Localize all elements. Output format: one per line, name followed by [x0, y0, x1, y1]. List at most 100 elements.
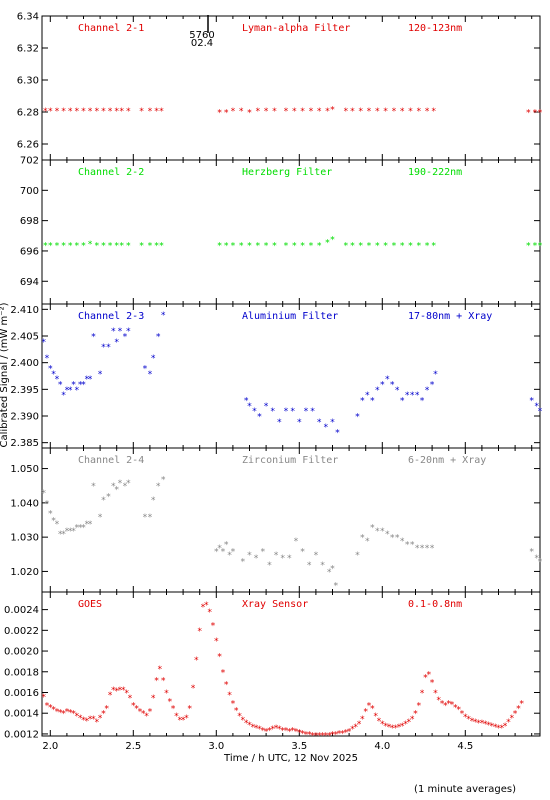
data-point: *	[240, 716, 245, 726]
data-point: *	[534, 402, 539, 412]
panel-frame	[41, 591, 541, 737]
panel-1: 6.26 6.28 6.30 6.32 6.34 Channel 2-1 Lyman-alp…	[17, 12, 543, 161]
data-point: *	[253, 554, 258, 564]
data-point: *	[429, 679, 434, 689]
y-tick-label: 1.050	[10, 464, 39, 475]
data-point: *	[114, 338, 119, 348]
data-point: *	[101, 107, 106, 117]
data-point: *	[335, 429, 340, 439]
data-point: *	[87, 520, 92, 530]
data-point: *	[94, 107, 99, 117]
data-point: *	[423, 673, 428, 683]
data-point: *	[416, 241, 421, 251]
data-point: *	[190, 684, 195, 694]
data-point: *	[358, 107, 363, 117]
data-point: *	[287, 727, 292, 737]
data-point: *	[419, 397, 424, 407]
data-point: *	[473, 718, 478, 728]
data-point: *	[126, 327, 131, 337]
data-point: *	[414, 391, 419, 401]
y-tick-label: 0.0012	[4, 729, 39, 740]
data-point: *	[333, 582, 338, 592]
data-point: *	[509, 714, 514, 724]
data-point: *	[68, 709, 73, 719]
data-point: *	[325, 107, 330, 117]
data-point: *	[263, 402, 268, 412]
data-point: *	[114, 241, 119, 251]
data-point: *	[247, 721, 252, 731]
data-point: *	[283, 726, 288, 736]
data-point: *	[414, 544, 419, 554]
data-point: *	[333, 730, 338, 740]
data-point: *	[227, 691, 232, 701]
data-point: *	[350, 725, 355, 735]
data-point: *	[496, 724, 501, 734]
data-point: *	[204, 601, 209, 611]
data-point: *	[147, 241, 152, 251]
data-point: *	[81, 523, 86, 533]
data-point: *	[157, 665, 162, 675]
y-tick-label: 698	[20, 216, 39, 227]
data-point: *	[238, 241, 243, 251]
y-tick-label: 6.30	[17, 76, 39, 87]
data-point: *	[343, 241, 348, 251]
data-point: *	[419, 689, 424, 699]
y-tick-label: 696	[20, 246, 39, 257]
data-point: *	[424, 107, 429, 117]
data-point: *	[317, 241, 322, 251]
data-point: *	[101, 496, 106, 506]
y-tick-label: 700	[20, 186, 39, 197]
data-point: *	[290, 726, 295, 736]
data-point: *	[323, 731, 328, 741]
panel-band-label: 6-20nm + Xray	[408, 455, 486, 466]
data-point: *	[48, 510, 53, 520]
data-point: *	[91, 333, 96, 343]
data-point: *	[373, 712, 378, 722]
data-point: *	[44, 701, 49, 711]
panel-frame	[41, 447, 541, 593]
data-point: *	[320, 731, 325, 741]
data-point: *	[290, 407, 295, 417]
data-point: *	[177, 716, 182, 726]
data-point: *	[64, 386, 69, 396]
data-point: *	[87, 240, 92, 250]
data-point: *	[48, 703, 53, 713]
data-point: *	[313, 731, 318, 741]
data-point: *	[87, 375, 92, 385]
data-point: *	[303, 407, 308, 417]
data-point: *	[243, 397, 248, 407]
y-tick-label: 0.0024	[4, 605, 39, 616]
data-point: *	[287, 554, 292, 564]
y-tick-label: 0.0020	[4, 647, 39, 658]
data-point: *	[526, 241, 531, 251]
data-point: *	[237, 712, 242, 722]
panel-3: 2.385 2.390 2.395 2.400 2.405 2.410 Channel 2-…	[10, 303, 543, 449]
data-point: *	[54, 375, 59, 385]
data-point: *	[84, 717, 89, 727]
data-point: *	[325, 238, 330, 248]
y-tick-label: 6.28	[17, 108, 39, 119]
data-point: *	[330, 565, 335, 575]
data-point: *	[400, 241, 405, 251]
data-point: *	[416, 701, 421, 711]
data-point: *	[403, 720, 408, 730]
data-point: *	[273, 724, 278, 734]
data-point: *	[272, 241, 277, 251]
data-point: *	[147, 708, 152, 718]
data-point: *	[395, 534, 400, 544]
data-point: *	[134, 705, 139, 715]
data-point: *	[101, 710, 106, 720]
data-point: *	[300, 547, 305, 557]
data-point: *	[408, 107, 413, 117]
data-point: *	[122, 333, 127, 343]
y-tick-label: 6.32	[17, 44, 39, 55]
data-point: *	[380, 381, 385, 391]
data-point: *	[406, 718, 411, 728]
data-point: *	[170, 705, 175, 715]
data-point: *	[255, 107, 260, 117]
data-point: *	[187, 705, 192, 715]
data-point: *	[277, 725, 282, 735]
data-point: *	[194, 656, 199, 666]
data-point: *	[257, 725, 262, 735]
data-point: *	[360, 534, 365, 544]
